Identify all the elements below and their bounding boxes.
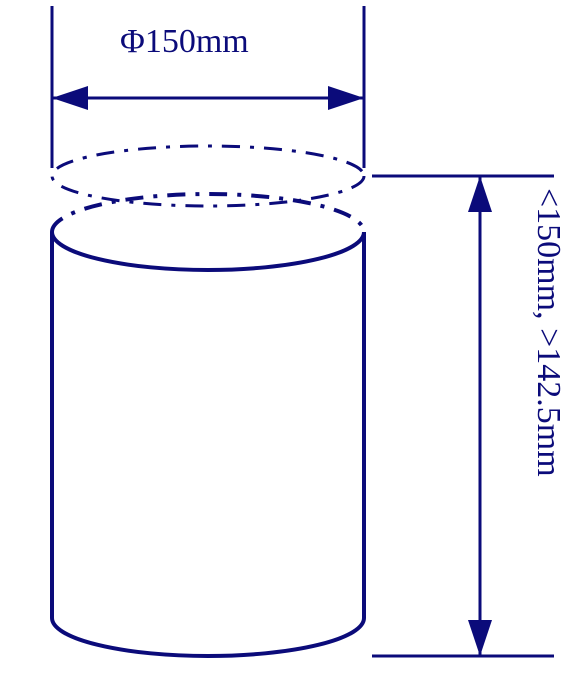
diameter-label: Φ150mm [120,23,249,60]
cylinder-top-front-arc [52,232,364,270]
engineering-diagram: Φ150mm <150mm, >142.5mm [0,0,575,688]
phantom-top-ellipse [52,146,364,206]
arrowhead-down [468,620,492,656]
cylinder-top-back-arc [52,194,364,232]
height-label: <150mm, >142.5mm [530,188,567,477]
arrowhead-right [328,86,364,110]
arrowhead-up [468,176,492,212]
cylinder-bottom-front-arc [52,618,364,656]
arrowhead-left [52,86,88,110]
